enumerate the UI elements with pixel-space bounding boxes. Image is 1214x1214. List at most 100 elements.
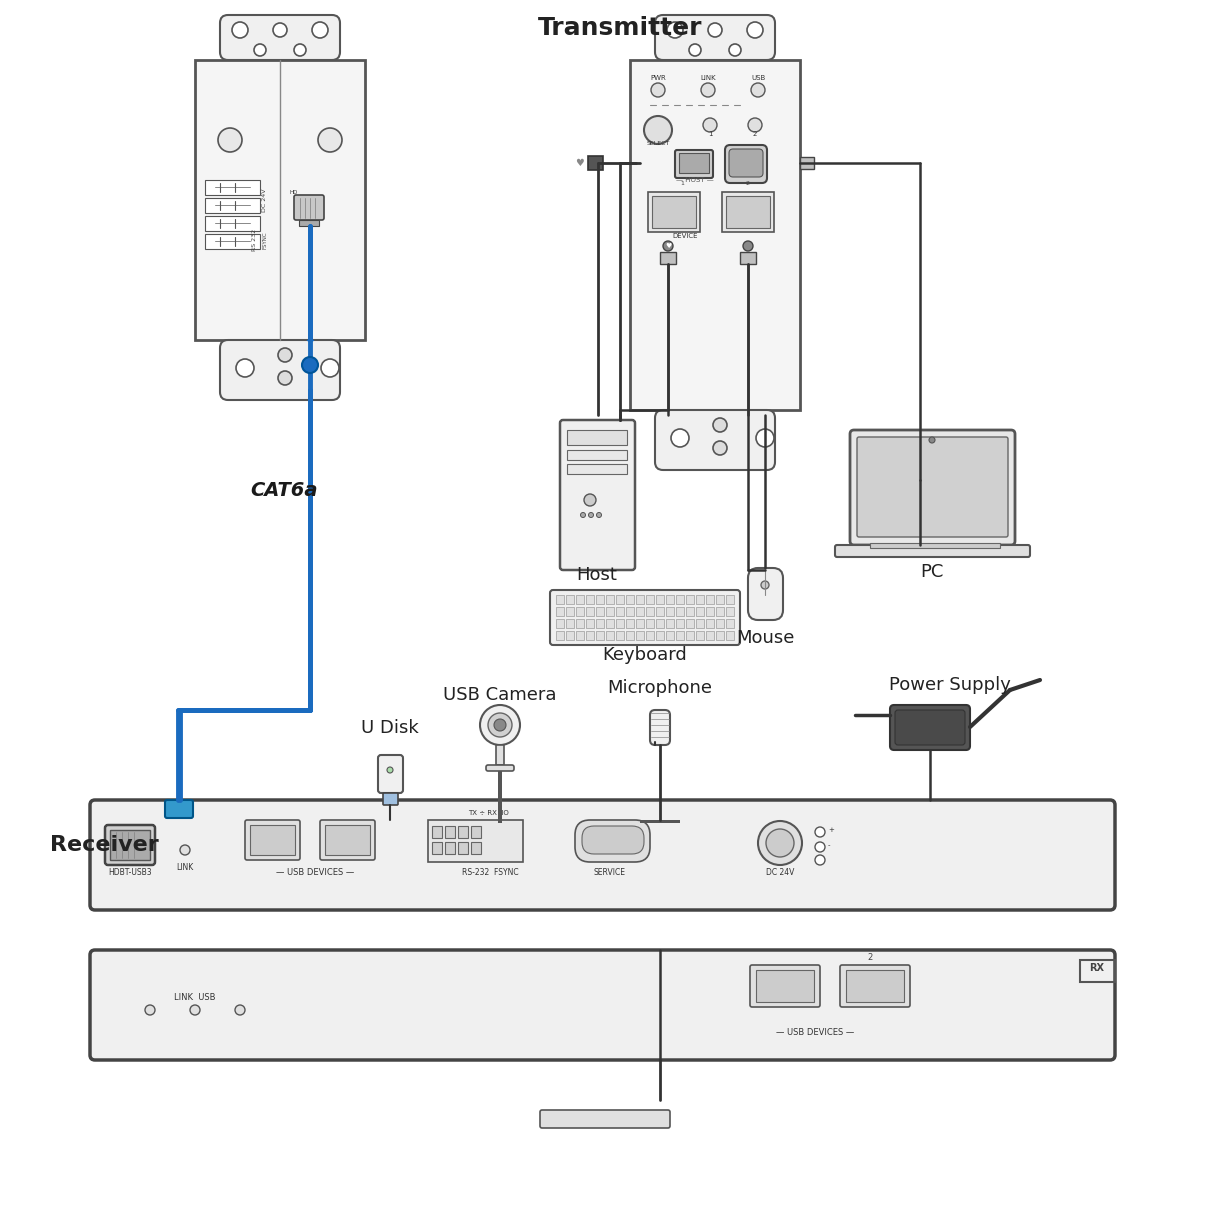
- Text: SELECT: SELECT: [646, 141, 670, 146]
- Bar: [726, 195, 770, 228]
- Bar: [432, 826, 442, 838]
- FancyBboxPatch shape: [857, 437, 1008, 537]
- Bar: [615, 619, 624, 628]
- FancyBboxPatch shape: [725, 144, 767, 183]
- Bar: [696, 595, 704, 605]
- Bar: [696, 631, 704, 640]
- Bar: [626, 607, 634, 615]
- Bar: [660, 253, 676, 263]
- Circle shape: [758, 821, 802, 866]
- FancyBboxPatch shape: [165, 800, 193, 818]
- Circle shape: [488, 713, 512, 737]
- Circle shape: [703, 118, 717, 132]
- Bar: [606, 595, 614, 605]
- Bar: [726, 619, 734, 628]
- Bar: [588, 157, 603, 170]
- Bar: [497, 745, 504, 765]
- Bar: [566, 607, 574, 615]
- Bar: [640, 819, 680, 823]
- Text: RS-232  FSYNC: RS-232 FSYNC: [461, 868, 518, 877]
- Bar: [686, 607, 694, 615]
- FancyBboxPatch shape: [649, 710, 670, 745]
- Text: HD: HD: [290, 189, 299, 194]
- FancyBboxPatch shape: [840, 965, 910, 1006]
- Circle shape: [663, 242, 673, 251]
- Circle shape: [302, 357, 318, 373]
- Bar: [646, 631, 654, 640]
- Text: TX ÷ RX  IO: TX ÷ RX IO: [469, 810, 509, 816]
- Circle shape: [273, 23, 287, 36]
- FancyBboxPatch shape: [656, 410, 775, 470]
- FancyBboxPatch shape: [220, 15, 340, 59]
- Bar: [566, 631, 574, 640]
- Bar: [1080, 960, 1114, 982]
- FancyBboxPatch shape: [382, 793, 398, 805]
- FancyBboxPatch shape: [320, 819, 375, 860]
- Circle shape: [700, 83, 715, 97]
- Bar: [716, 595, 724, 605]
- Bar: [656, 595, 664, 605]
- Circle shape: [144, 1005, 155, 1015]
- Circle shape: [480, 705, 520, 745]
- Circle shape: [671, 429, 690, 447]
- Circle shape: [236, 1005, 245, 1015]
- Text: +: +: [828, 827, 834, 833]
- Text: USB: USB: [751, 75, 765, 81]
- Text: Host: Host: [577, 566, 618, 584]
- Circle shape: [756, 429, 775, 447]
- FancyBboxPatch shape: [220, 340, 340, 399]
- Bar: [656, 631, 664, 640]
- Text: ♥: ♥: [575, 158, 584, 168]
- Text: 2: 2: [753, 131, 758, 137]
- Circle shape: [651, 83, 665, 97]
- Circle shape: [747, 22, 764, 38]
- Bar: [567, 450, 626, 460]
- Text: Transmitter: Transmitter: [538, 16, 702, 40]
- Text: ♥: ♥: [665, 243, 671, 249]
- Bar: [556, 631, 565, 640]
- Bar: [566, 595, 574, 605]
- Bar: [458, 843, 469, 853]
- FancyBboxPatch shape: [294, 195, 324, 220]
- FancyBboxPatch shape: [850, 430, 1015, 545]
- Text: LINK  USB: LINK USB: [175, 993, 216, 1002]
- Bar: [686, 619, 694, 628]
- Circle shape: [766, 829, 794, 857]
- Bar: [666, 607, 674, 615]
- Bar: [707, 595, 714, 605]
- Bar: [646, 595, 654, 605]
- Circle shape: [387, 767, 393, 773]
- Bar: [586, 619, 594, 628]
- Text: HDBT-USB3: HDBT-USB3: [108, 868, 152, 877]
- FancyBboxPatch shape: [90, 951, 1114, 1060]
- Text: 2: 2: [745, 181, 749, 186]
- Circle shape: [318, 127, 342, 152]
- Bar: [596, 607, 605, 615]
- Bar: [205, 234, 260, 249]
- FancyBboxPatch shape: [895, 710, 965, 745]
- Bar: [666, 595, 674, 605]
- Text: RS 232: RS 232: [253, 229, 257, 251]
- FancyBboxPatch shape: [104, 826, 155, 866]
- Bar: [741, 253, 756, 263]
- Circle shape: [278, 348, 293, 362]
- Bar: [432, 843, 442, 853]
- Bar: [446, 826, 455, 838]
- Bar: [756, 970, 815, 1002]
- Bar: [696, 607, 704, 615]
- Bar: [686, 631, 694, 640]
- Bar: [666, 631, 674, 640]
- Bar: [679, 153, 709, 174]
- Text: DC 24V: DC 24V: [262, 188, 267, 211]
- Circle shape: [690, 44, 700, 56]
- Bar: [726, 607, 734, 615]
- Bar: [566, 619, 574, 628]
- Bar: [722, 192, 775, 232]
- Bar: [716, 607, 724, 615]
- FancyBboxPatch shape: [728, 149, 764, 177]
- Bar: [846, 970, 904, 1002]
- Bar: [596, 619, 605, 628]
- Text: PC: PC: [920, 563, 943, 582]
- Text: 2: 2: [867, 953, 873, 961]
- Bar: [556, 619, 565, 628]
